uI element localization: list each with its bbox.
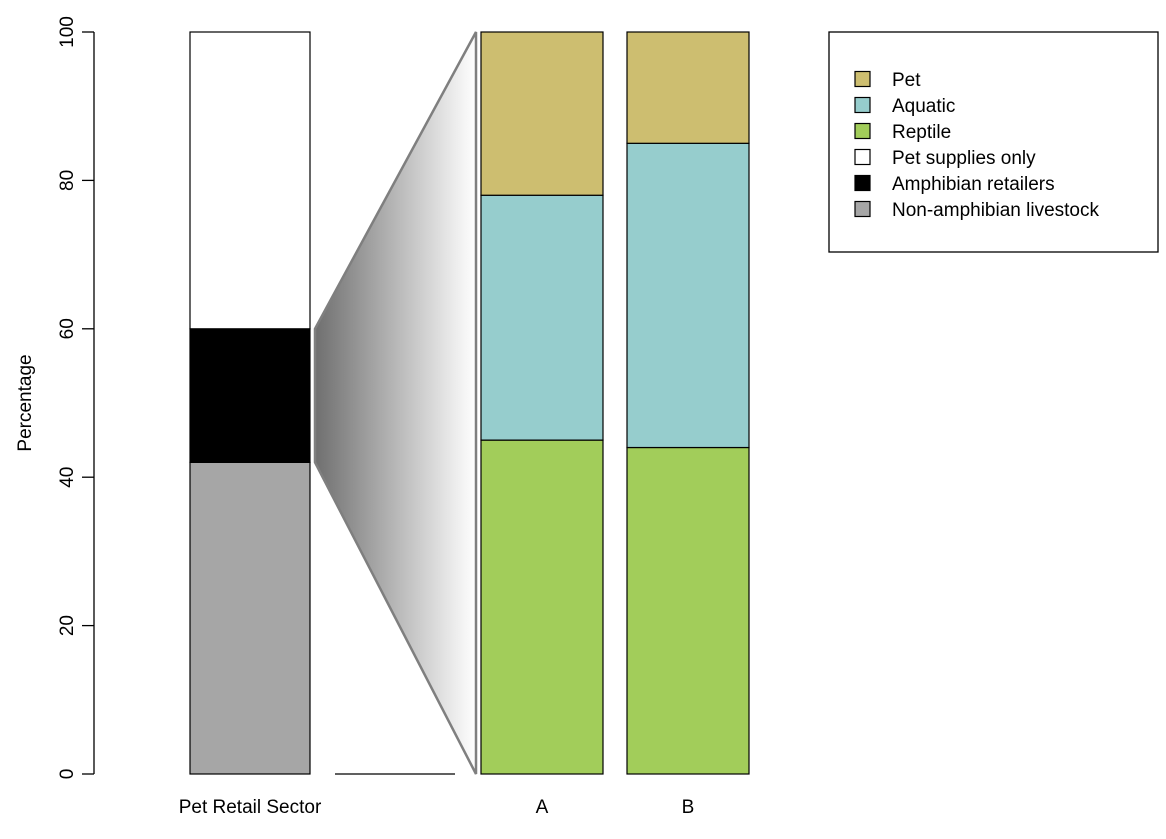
legend-label: Reptile xyxy=(892,122,951,143)
legend-label: Amphibian retailers xyxy=(892,174,1055,195)
y-tick-label: 60 xyxy=(57,318,78,339)
bars xyxy=(189,31,750,775)
x-category-label: A xyxy=(536,797,549,818)
legend-swatch xyxy=(854,174,871,192)
legend-swatch xyxy=(854,200,871,218)
legend-swatch xyxy=(854,96,871,114)
y-axis-title: Percentage xyxy=(15,354,36,451)
zoom-connector-shape xyxy=(313,31,478,775)
legend-label: Aquatic xyxy=(892,96,955,117)
bar-segment xyxy=(189,31,311,330)
legend-swatch xyxy=(854,148,871,166)
legend-label: Non-amphibian livestock xyxy=(892,200,1099,221)
x-axis-labels: Pet Retail Sector A B xyxy=(179,797,695,818)
bar-segment xyxy=(480,194,604,441)
zoom-connector xyxy=(313,31,478,775)
x-category-label: B xyxy=(682,797,695,818)
legend-items: Pet Aquatic Reptile Pet supplies only Amphib… xyxy=(854,70,1099,221)
y-tick-label: 20 xyxy=(57,615,78,636)
y-ticks: 0 20 40 60 80 100 xyxy=(57,16,94,779)
bar-segment xyxy=(189,461,311,775)
bar-segment xyxy=(626,142,750,449)
bar-segment xyxy=(626,446,750,775)
bar-segment xyxy=(626,31,750,144)
y-tick-label: 100 xyxy=(57,16,78,48)
x-category-label: Pet Retail Sector xyxy=(179,797,322,818)
bar-segment xyxy=(480,439,604,775)
y-tick-label: 0 xyxy=(57,769,78,780)
legend-swatch xyxy=(854,70,871,88)
legend-swatch xyxy=(854,122,871,140)
legend-label: Pet xyxy=(892,70,921,91)
legend-box xyxy=(828,31,1159,253)
y-tick-label: 80 xyxy=(57,170,78,191)
legend: Pet Aquatic Reptile Pet supplies only Amphib… xyxy=(828,31,1159,253)
bar-segment xyxy=(480,31,604,196)
legend-label: Pet supplies only xyxy=(892,148,1036,169)
bar-segment xyxy=(189,328,311,463)
y-axis: 0 20 40 60 80 100 xyxy=(57,16,95,779)
y-tick-label: 40 xyxy=(57,467,78,488)
